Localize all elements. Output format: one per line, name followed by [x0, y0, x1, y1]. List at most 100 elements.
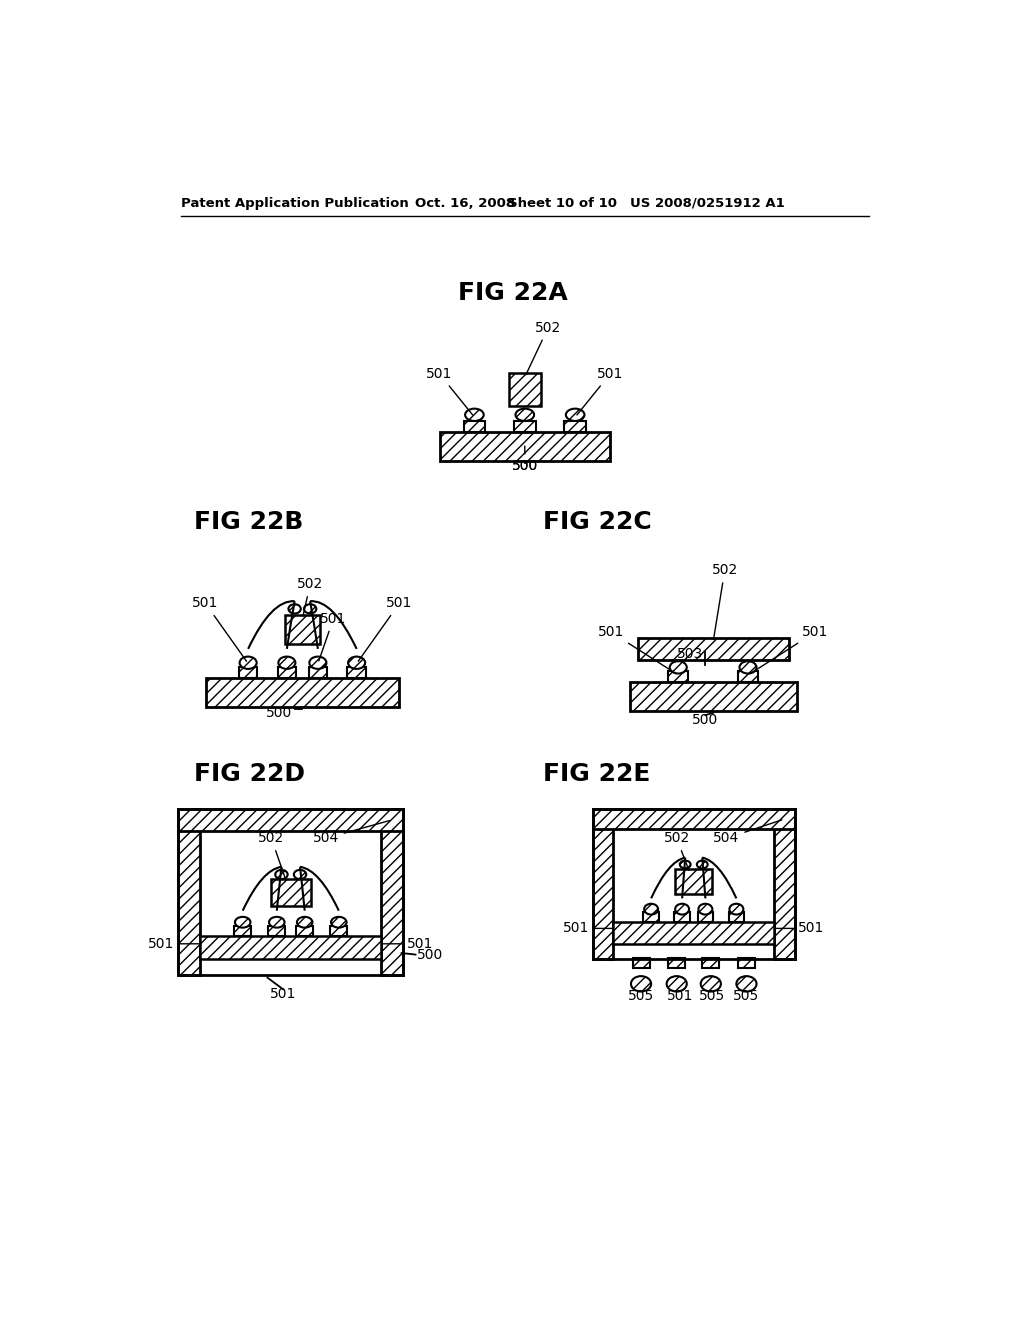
Ellipse shape: [465, 409, 483, 421]
Text: 501: 501: [358, 597, 413, 661]
Text: 501: 501: [668, 989, 694, 1003]
Ellipse shape: [729, 904, 743, 915]
Text: 501: 501: [577, 367, 624, 414]
Text: 501: 501: [193, 597, 247, 661]
Text: FIG 22B: FIG 22B: [194, 510, 303, 533]
Ellipse shape: [566, 409, 585, 421]
Ellipse shape: [294, 870, 306, 879]
Bar: [200, 936, 381, 960]
Text: 502: 502: [712, 564, 738, 639]
Text: 505: 505: [699, 989, 725, 1003]
Text: 502: 502: [664, 832, 690, 870]
Ellipse shape: [697, 861, 708, 869]
Bar: [239, 668, 257, 678]
Text: Sheet 10 of 10: Sheet 10 of 10: [508, 197, 616, 210]
Ellipse shape: [304, 605, 316, 614]
Bar: [633, 958, 649, 969]
Bar: [296, 927, 313, 936]
Bar: [643, 912, 658, 923]
Text: 500: 500: [512, 459, 538, 474]
Text: 501: 501: [563, 921, 612, 936]
Bar: [630, 682, 797, 711]
Text: 504: 504: [713, 820, 781, 845]
Ellipse shape: [240, 656, 257, 669]
Bar: [268, 927, 286, 936]
Bar: [347, 668, 366, 678]
Bar: [464, 421, 485, 432]
Bar: [738, 671, 758, 682]
Text: 501: 501: [318, 612, 346, 661]
Bar: [669, 958, 685, 969]
Text: 503: 503: [677, 647, 703, 660]
Text: 501: 501: [269, 987, 296, 1001]
Ellipse shape: [297, 917, 312, 928]
Bar: [439, 432, 610, 461]
Text: 500: 500: [266, 706, 292, 719]
Bar: [178, 809, 200, 974]
Ellipse shape: [269, 917, 285, 928]
Bar: [509, 374, 541, 405]
Text: 501: 501: [383, 937, 433, 950]
Text: 505: 505: [733, 989, 760, 1003]
Bar: [729, 912, 744, 923]
Ellipse shape: [675, 904, 689, 915]
Text: 502: 502: [526, 321, 561, 375]
Ellipse shape: [680, 861, 690, 869]
Text: 500: 500: [417, 948, 443, 961]
Bar: [738, 958, 755, 969]
Bar: [638, 638, 790, 660]
Ellipse shape: [348, 656, 366, 669]
Bar: [613, 923, 774, 944]
Text: Patent Application Publication: Patent Application Publication: [180, 197, 409, 210]
Ellipse shape: [279, 656, 295, 669]
Text: 501: 501: [775, 921, 824, 936]
Ellipse shape: [275, 870, 288, 879]
Bar: [234, 927, 251, 936]
Bar: [675, 912, 690, 923]
Text: Oct. 16, 2008: Oct. 16, 2008: [415, 197, 515, 210]
Bar: [381, 809, 403, 974]
Ellipse shape: [631, 977, 651, 991]
Bar: [593, 809, 795, 960]
Text: FIG 22C: FIG 22C: [543, 510, 651, 533]
Text: 501: 501: [426, 367, 473, 414]
Bar: [669, 671, 688, 682]
Text: FIG 22E: FIG 22E: [543, 763, 650, 787]
Bar: [331, 927, 347, 936]
Text: FIG 22A: FIG 22A: [459, 281, 568, 305]
Ellipse shape: [670, 661, 687, 673]
Text: 501: 501: [751, 624, 828, 673]
Ellipse shape: [698, 904, 713, 915]
Text: US 2008/0251912 A1: US 2008/0251912 A1: [630, 197, 785, 210]
Bar: [178, 809, 403, 974]
Text: 504: 504: [312, 821, 389, 845]
Text: FIG 22D: FIG 22D: [194, 763, 305, 787]
Ellipse shape: [667, 977, 687, 991]
Ellipse shape: [736, 977, 757, 991]
Bar: [564, 421, 586, 432]
Bar: [178, 809, 403, 830]
Bar: [308, 668, 328, 678]
Ellipse shape: [515, 409, 535, 421]
Bar: [593, 809, 795, 829]
Ellipse shape: [331, 917, 346, 928]
Ellipse shape: [739, 661, 757, 673]
Ellipse shape: [234, 917, 251, 928]
Ellipse shape: [644, 904, 658, 915]
Bar: [697, 912, 713, 923]
Ellipse shape: [309, 656, 327, 669]
Bar: [270, 879, 311, 906]
Text: 501: 501: [598, 624, 676, 673]
Bar: [593, 809, 613, 960]
Text: 505: 505: [628, 989, 654, 1003]
Bar: [285, 615, 321, 644]
Bar: [702, 958, 719, 969]
Bar: [206, 678, 399, 708]
Bar: [675, 869, 713, 894]
Text: 501: 501: [148, 937, 199, 950]
Bar: [774, 809, 795, 960]
Ellipse shape: [289, 605, 301, 614]
Text: 502: 502: [258, 832, 286, 880]
Text: 502: 502: [297, 577, 324, 616]
Bar: [514, 421, 536, 432]
